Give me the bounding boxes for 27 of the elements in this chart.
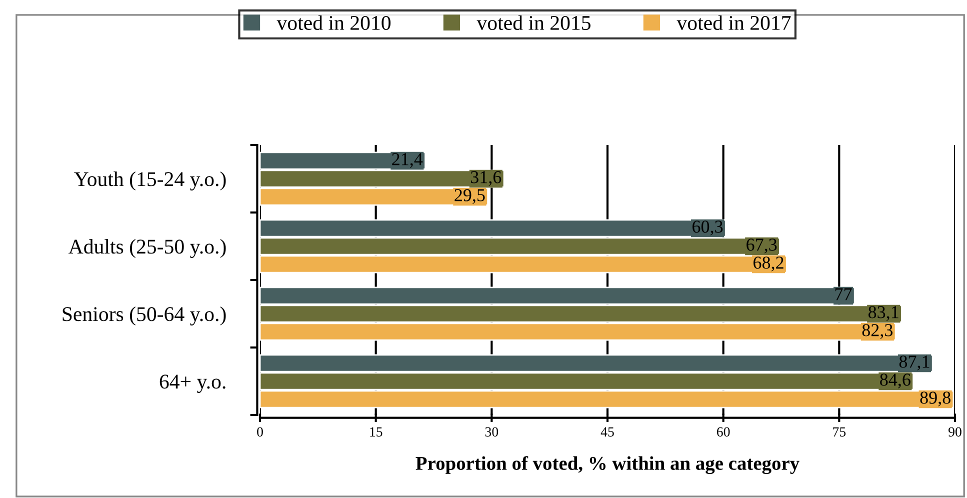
legend-label: voted in 2010 xyxy=(276,15,391,30)
x-tick-label: 15 xyxy=(370,427,382,437)
y-tick-label: 64+ y.o. xyxy=(160,374,226,393)
data-label: 67,3 xyxy=(746,238,777,254)
legend-label: voted in 2015 xyxy=(476,15,590,30)
x-axis-title: Proportion of voted, % within an age category xyxy=(416,456,800,474)
x-tick-label: 0 xyxy=(257,427,263,437)
data-label: 60,3 xyxy=(692,220,723,236)
x-tick-label: 60 xyxy=(716,427,730,437)
data-label: 84,6 xyxy=(880,374,910,388)
data-label: 83,1 xyxy=(868,306,898,321)
data-label: 87,1 xyxy=(899,356,930,370)
x-tick-label: 75 xyxy=(833,427,846,437)
data-label: 77 xyxy=(835,288,852,300)
data-label: 31,6 xyxy=(470,171,502,186)
y-tick-label: Seniors (50-64 y.o.) xyxy=(62,306,226,326)
x-tick-label: 90 xyxy=(948,427,962,437)
data-label: 21,4 xyxy=(392,153,423,168)
data-label: 68,2 xyxy=(754,256,784,272)
data-label: 29,5 xyxy=(454,189,485,204)
data-label: 82,3 xyxy=(862,324,893,339)
data-label: 89,8 xyxy=(920,392,950,406)
legend-label: voted in 2017 xyxy=(676,15,791,30)
x-tick-label: 30 xyxy=(485,427,498,437)
y-tick-label: Youth (15-24 y.o.) xyxy=(74,172,226,190)
x-tick-label: 45 xyxy=(600,427,614,437)
y-tick-label: Adults (25-50 y.o.) xyxy=(68,239,226,258)
